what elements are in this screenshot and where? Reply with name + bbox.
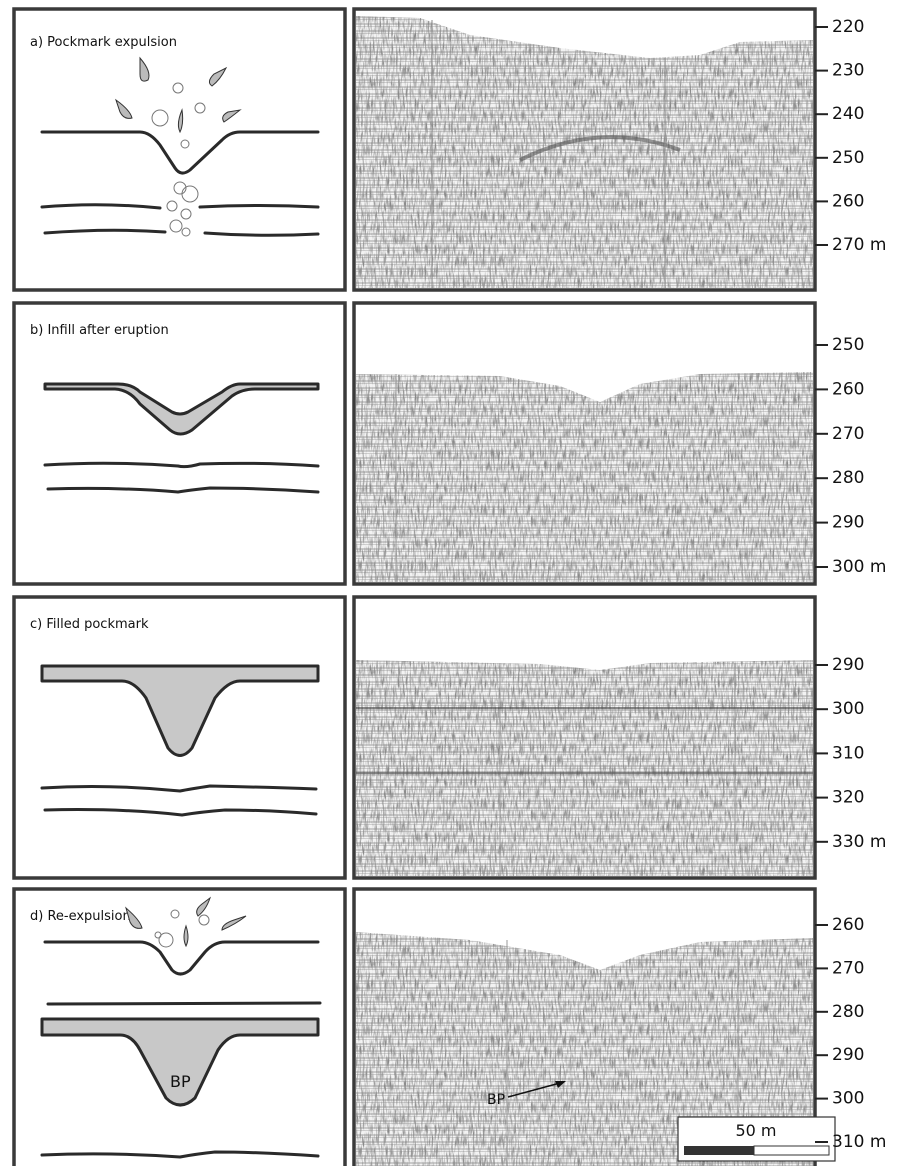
- depth-label: 320: [832, 788, 864, 808]
- depth-label: 220: [832, 17, 864, 37]
- profile-box: [352, 7, 817, 292]
- seismic-profile: [356, 11, 813, 288]
- seismic-profile: BP 50 m: [356, 891, 836, 1166]
- scale-bar-label: 50 m: [735, 1121, 776, 1140]
- depth-label: 310: [832, 743, 864, 763]
- depth-label: 290: [832, 655, 864, 675]
- diagram-label: BP: [170, 1072, 191, 1091]
- diagram: [43, 382, 320, 494]
- depth-label: 270: [832, 424, 864, 444]
- panel-title: c) Filled pockmark: [30, 617, 149, 632]
- panel-title: a) Pockmark expulsion: [30, 35, 177, 50]
- depth-label: 330 m: [832, 832, 886, 852]
- depth-label: 270: [832, 958, 864, 978]
- seismic-profile: [356, 599, 813, 876]
- scale-bar: 50 m: [677, 1116, 836, 1162]
- depth-label: 250: [832, 335, 864, 355]
- profile-box: [352, 887, 817, 1166]
- diagram: [40, 56, 320, 237]
- depth-label: 260: [832, 191, 864, 211]
- depth-label: 300: [832, 1089, 864, 1109]
- depth-label: 280: [832, 1002, 864, 1022]
- depth-label: 300: [832, 699, 864, 719]
- panel-title: d) Re-expulsion: [30, 909, 131, 924]
- depth-label: 310 m: [832, 1132, 886, 1152]
- diagram: [40, 664, 320, 817]
- profile-label: BP: [487, 1092, 505, 1108]
- depth-label: 280: [832, 468, 864, 488]
- depth-label: 270 m: [832, 235, 886, 255]
- depth-label: 290: [832, 513, 864, 533]
- depth-label: 240: [832, 104, 864, 124]
- profile-box: [352, 301, 817, 586]
- row-d: d) Re-expulsion BP BP 50 m: [12, 887, 836, 1166]
- profile-box: [352, 595, 817, 880]
- panel-title: b) Infill after eruption: [30, 323, 169, 338]
- diagram-box: [12, 887, 347, 1166]
- diagram-box: [12, 7, 347, 292]
- seismic-profile: [356, 305, 813, 582]
- depth-label: 290: [832, 1045, 864, 1065]
- diagram: BP: [40, 896, 322, 1159]
- row-a: a) Pockmark expulsion: [12, 7, 817, 292]
- depth-label: 230: [832, 61, 864, 81]
- depth-label: 300 m: [832, 557, 886, 577]
- row-c: c) Filled pockmark: [12, 595, 817, 880]
- diagram-box: [12, 595, 347, 880]
- depth-label: 250: [832, 148, 864, 168]
- depth-label: 260: [832, 379, 864, 399]
- row-b: b) Infill after eruption: [12, 301, 817, 586]
- diagram-box: [12, 301, 347, 586]
- depth-label: 260: [832, 915, 864, 935]
